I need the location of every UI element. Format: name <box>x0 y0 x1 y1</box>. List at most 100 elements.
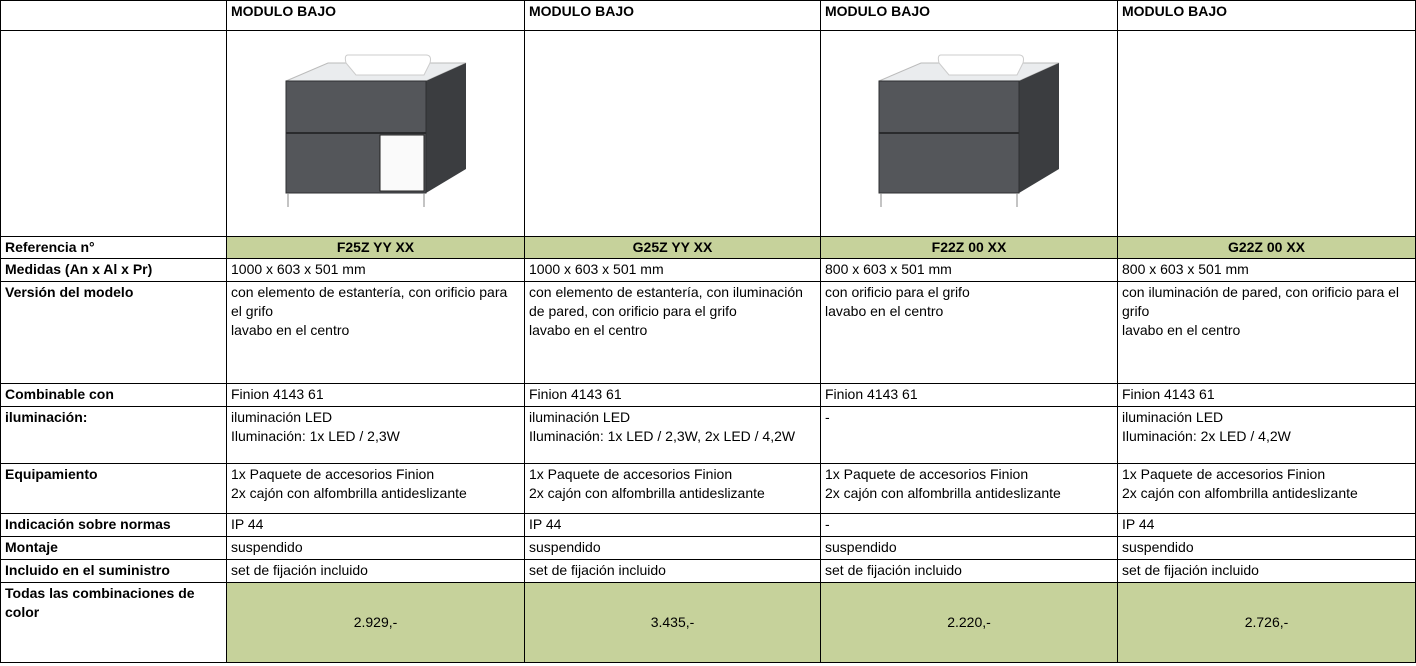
cell-line: 1x Paquete de accesorios Finion <box>231 466 435 482</box>
cell-line: iluminación LED <box>231 409 333 425</box>
cell-line: IP 44 <box>1122 516 1155 532</box>
cell-line: 2.929,- <box>353 614 398 630</box>
row-label: Todas las combinaciones de color <box>0 582 227 663</box>
cell-line: iluminación LED <box>1122 409 1224 425</box>
cell-line: 1x Paquete de accesorios Finion <box>1122 466 1326 482</box>
cell: set de fijación incluido <box>524 559 821 583</box>
cell: set de fijación incluido <box>820 559 1118 583</box>
cell: 2.726,- <box>1117 582 1416 663</box>
cell-line: Iluminación: 1x LED / 2,3W <box>231 428 400 444</box>
cell: Finion 4143 61 <box>524 383 821 407</box>
row-label: Medidas (An x Al x Pr) <box>0 258 227 282</box>
cell: F22Z 00 XX <box>820 236 1118 259</box>
cell: Finion 4143 61 <box>226 383 525 407</box>
cell: 1000 x 603 x 501 mm <box>524 258 821 282</box>
table-row: Combinable con Finion 4143 61 Finion 4143 … <box>0 383 1416 407</box>
cell-line: 2.220,- <box>947 614 991 630</box>
column-header: MODULO BAJO <box>524 0 821 31</box>
cell-line: set de fijación incluido <box>529 562 666 578</box>
cell: G22Z 00 XX <box>1117 236 1416 259</box>
cabinet-image <box>285 54 466 207</box>
cell-line: IP 44 <box>231 516 264 532</box>
cell-line: Iluminación: 1x LED / 2,3W, 2x LED / 4,2… <box>529 428 796 444</box>
cell-line: 2x cajón con alfombrilla antideslizante <box>825 485 1061 501</box>
cell-line: F22Z 00 XX <box>931 239 1007 255</box>
cell-line: iluminación LED <box>529 409 631 425</box>
column-header: MODULO BAJO <box>820 0 1118 31</box>
cell-line: 1x Paquete de accesorios Finion <box>529 466 733 482</box>
table-row: Medidas (An x Al x Pr) 1000 x 603 x 501 m… <box>0 258 1416 282</box>
cell-line: 800 x 603 x 501 mm <box>1122 261 1249 277</box>
cell: iluminación LED Iluminación: 1x LED / 2,3… <box>524 406 821 464</box>
cell-line: suspendido <box>231 539 303 555</box>
cell: Finion 4143 61 <box>1117 383 1416 407</box>
cell-line: 1x Paquete de accesorios Finion <box>825 466 1029 482</box>
table-row: Referencia n° F25Z YY XX G25Z YY XX F22Z 00… <box>0 236 1416 259</box>
cell-line: suspendido <box>1122 539 1194 555</box>
cell-line: suspendido <box>825 539 897 555</box>
header-row: MODULO BAJO MODULO BAJO MODULO BAJO MODULO … <box>0 0 1416 31</box>
image-cell <box>820 30 1118 237</box>
table-row: Montaje suspendido suspendido suspendido sus… <box>0 536 1416 560</box>
cell: 800 x 603 x 501 mm <box>1117 258 1416 282</box>
cell: 3.435,- <box>524 582 821 663</box>
cell: suspendido <box>1117 536 1416 560</box>
table-row: Equipamiento 1x Paquete de accesorios Fin… <box>0 463 1416 514</box>
cell-line: lavabo en el centro <box>231 322 350 338</box>
cell-line: lavabo en el centro <box>1122 322 1241 338</box>
cell-line: 2x cajón con alfombrilla antideslizante <box>1122 485 1358 501</box>
cell-line: G25Z YY XX <box>632 239 713 255</box>
cell-line: 2x cajón con alfombrilla antideslizante <box>529 485 765 501</box>
row-label: Referencia n° <box>0 236 227 259</box>
cell-line: Finion 4143 61 <box>1122 386 1215 402</box>
cell: con orificio para el grifo lavabo en el c… <box>820 281 1118 384</box>
column-header: MODULO BAJO <box>226 0 525 31</box>
cell-line: IP 44 <box>529 516 562 532</box>
cell: G25Z YY XX <box>524 236 821 259</box>
cell-line: 1000 x 603 x 501 mm <box>231 261 366 277</box>
cell-line: con orificio para el grifo <box>825 284 970 300</box>
cell: suspendido <box>820 536 1118 560</box>
cell-line: Finion 4143 61 <box>825 386 918 402</box>
cell-line: lavabo en el centro <box>825 303 944 319</box>
corner-cell <box>0 0 227 31</box>
cell-line: 2.726,- <box>1244 614 1289 630</box>
table-row: Indicación sobre normas IP 44 IP 44- IP 44 <box>0 513 1416 537</box>
column-header: MODULO BAJO <box>1117 0 1416 31</box>
image-cell <box>1117 30 1416 237</box>
row-label: Montaje <box>0 536 227 560</box>
image-cell <box>524 30 821 237</box>
cell-line: con elemento de estantería, con orificio… <box>231 284 508 319</box>
cell: 800 x 603 x 501 mm <box>820 258 1118 282</box>
cell: - <box>820 406 1118 464</box>
cell-line: Iluminación: 2x LED / 4,2W <box>1122 428 1291 444</box>
table-row: Incluido en el suministro set de fijación… <box>0 559 1416 583</box>
cell-line: set de fijación incluido <box>1122 562 1259 578</box>
cell: suspendido <box>524 536 821 560</box>
cell: IP 44 <box>1117 513 1416 537</box>
cell: 1000 x 603 x 501 mm <box>226 258 525 282</box>
image-row <box>0 30 1416 237</box>
cell-line: - <box>825 409 830 425</box>
row-label: Versión del modelo <box>0 281 227 384</box>
cell: 1x Paquete de accesorios Finion 2x cajón … <box>524 463 821 514</box>
cabinet-image <box>878 54 1060 207</box>
cell-line: Finion 4143 61 <box>231 386 324 402</box>
cell: 2.929,- <box>226 582 525 663</box>
cell: 1x Paquete de accesorios Finion 2x cajón … <box>1117 463 1416 514</box>
cell: F25Z YY XX <box>226 236 525 259</box>
row-label: Indicación sobre normas <box>0 513 227 537</box>
cell: iluminación LED Iluminación: 1x LED / 2,3… <box>226 406 525 464</box>
cell: con elemento de estantería, con iluminac… <box>524 281 821 384</box>
cell: set de fijación incluido <box>1117 559 1416 583</box>
table-row: Todas las combinaciones de color 2.929,- 3… <box>0 582 1416 663</box>
table-row: Versión del modelo con elemento de estant… <box>0 281 1416 384</box>
cell: 2.220,- <box>820 582 1118 663</box>
row-label: Incluido en el suministro <box>0 559 227 583</box>
cell-line: con elemento de estantería, con iluminac… <box>529 284 803 319</box>
cell-line: set de fijación incluido <box>825 562 962 578</box>
cell: - <box>820 513 1118 537</box>
cell-line: F25Z YY XX <box>336 239 415 255</box>
cell-line: - <box>825 516 830 532</box>
